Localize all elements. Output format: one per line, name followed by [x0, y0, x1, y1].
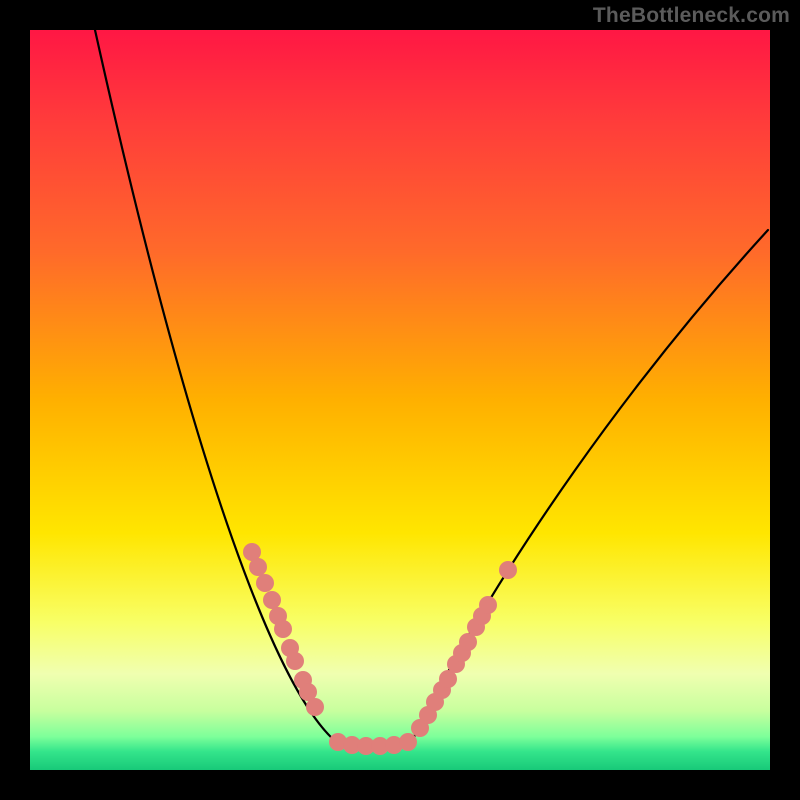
- chart-frame: TheBottleneck.com: [0, 0, 800, 800]
- watermark-text: TheBottleneck.com: [593, 4, 790, 28]
- data-marker: [399, 733, 417, 751]
- plot-background: [30, 30, 770, 770]
- data-marker: [479, 596, 497, 614]
- data-marker: [499, 561, 517, 579]
- data-marker: [274, 620, 292, 638]
- data-marker: [263, 591, 281, 609]
- data-marker: [306, 698, 324, 716]
- chart-svg: [0, 0, 800, 800]
- data-marker: [256, 574, 274, 592]
- data-marker: [286, 652, 304, 670]
- data-marker: [249, 558, 267, 576]
